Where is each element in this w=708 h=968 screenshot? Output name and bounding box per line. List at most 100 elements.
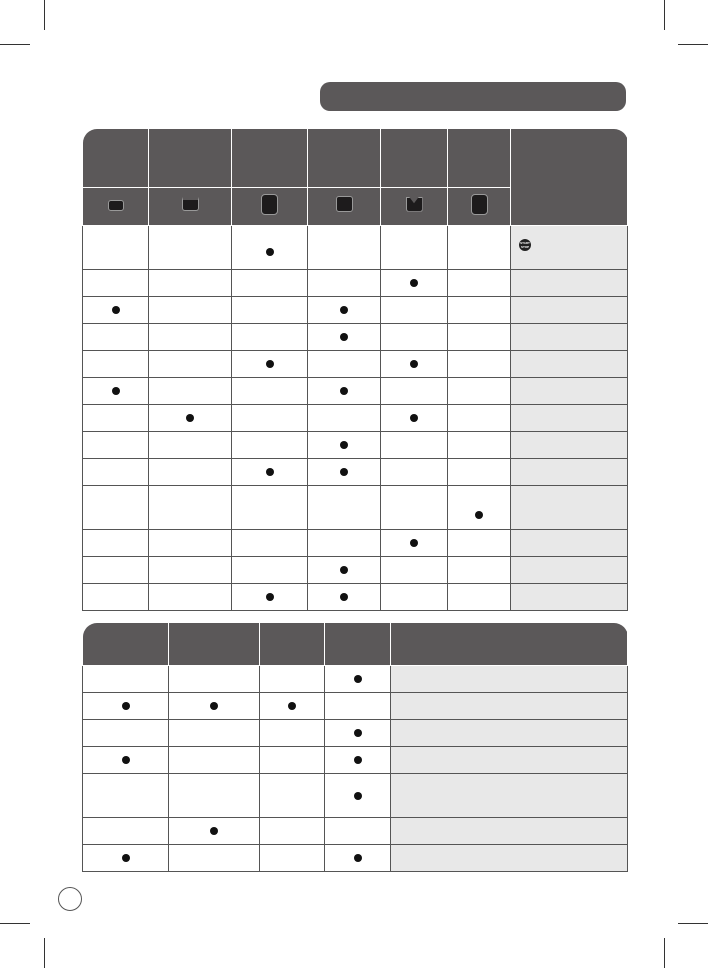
- table-cell: [148, 583, 232, 611]
- header-cell: [510, 128, 628, 226]
- table-cell: [231, 583, 308, 611]
- table-cell: [447, 583, 511, 611]
- table-cell: [324, 773, 391, 818]
- selection-dot-icon: [121, 854, 130, 862]
- note-cell: [390, 817, 628, 845]
- table-row: [82, 529, 628, 557]
- table-cell: [380, 458, 448, 486]
- table-row: [82, 296, 628, 324]
- crop-mark: [0, 44, 30, 45]
- note-cell: [510, 269, 628, 297]
- table-row: [82, 773, 628, 818]
- table-cell: [380, 296, 448, 324]
- table-cell: [259, 692, 325, 720]
- table-cell: [82, 404, 149, 432]
- selection-dot-icon: [265, 593, 274, 601]
- table-cell: [82, 692, 169, 720]
- table-cell: [148, 556, 232, 584]
- table-cell: [380, 323, 448, 351]
- table-cell: [82, 458, 149, 486]
- table-cell: [231, 529, 308, 557]
- table-cell: [148, 377, 232, 405]
- table-row: [82, 665, 628, 693]
- selection-dot-icon: [340, 387, 348, 395]
- selection-dot-icon: [353, 854, 362, 862]
- table-cell: [324, 746, 391, 774]
- table-cell: [168, 746, 260, 774]
- tall-round-container-icon: [447, 187, 511, 226]
- table-cell: [447, 225, 511, 270]
- table-cell: [82, 529, 149, 557]
- table-cell: [447, 404, 511, 432]
- table-cell: [307, 431, 381, 459]
- crop-mark: [44, 938, 45, 968]
- table-cell: [82, 377, 149, 405]
- table-cell: [447, 556, 511, 584]
- note-cell: [510, 323, 628, 351]
- table-cell: [380, 404, 448, 432]
- selection-dot-icon: [410, 414, 418, 422]
- table-cell: [324, 665, 391, 693]
- crop-mark: [678, 923, 708, 924]
- table-cell: [82, 350, 149, 378]
- table-cell: [447, 485, 511, 530]
- table-cell: [380, 485, 448, 530]
- table-cell: [82, 773, 169, 818]
- selection-dot-icon: [340, 333, 348, 341]
- table-cell: [231, 225, 308, 270]
- table-row: [82, 323, 628, 351]
- selection-dot-icon: [340, 306, 348, 314]
- note-cell: [510, 583, 628, 611]
- table-row: [82, 485, 628, 530]
- section-title-bar: [320, 82, 626, 111]
- table-cell: [307, 529, 381, 557]
- square-container-icon: [307, 187, 381, 226]
- selection-dot-icon: [121, 702, 130, 710]
- note-cell: [390, 773, 628, 818]
- table-cell: [168, 719, 260, 747]
- table-cell: [307, 296, 381, 324]
- table-cell: [447, 323, 511, 351]
- table-cell: [231, 296, 308, 324]
- table-cell: [324, 844, 391, 872]
- selection-dot-icon: [410, 360, 418, 368]
- crop-mark: [664, 938, 665, 968]
- table-cell: [307, 225, 381, 270]
- header-cell: [231, 128, 308, 188]
- table-cell: [447, 350, 511, 378]
- table-cell: [168, 665, 260, 693]
- note-cell: [510, 350, 628, 378]
- table-cell: [82, 556, 149, 584]
- table-cell: [380, 350, 448, 378]
- table-row: [82, 458, 628, 486]
- note-cell: [510, 485, 628, 530]
- table-cell: [380, 556, 448, 584]
- crop-mark: [0, 923, 30, 924]
- selection-dot-icon: [265, 360, 274, 368]
- table-row: [82, 692, 628, 720]
- table-cell: [82, 583, 149, 611]
- tall-container-icon: [231, 187, 308, 226]
- table-cell: [231, 485, 308, 530]
- table-row: [82, 377, 628, 405]
- table-cell: [82, 844, 169, 872]
- selection-dot-icon: [210, 827, 218, 835]
- selection-dot-icon: [210, 702, 218, 710]
- table-cell: [231, 556, 308, 584]
- table-cell: [168, 844, 260, 872]
- note-cell: [510, 431, 628, 459]
- selection-dot-icon: [111, 306, 120, 314]
- table-cell: [447, 458, 511, 486]
- header-cell: [82, 128, 149, 188]
- table-cell: [231, 404, 308, 432]
- table-cell: [307, 583, 381, 611]
- table-row: [82, 844, 628, 872]
- selection-dot-icon: [353, 756, 362, 764]
- table-cell: [307, 377, 381, 405]
- note-cell: [510, 556, 628, 584]
- table-cell: [259, 844, 325, 872]
- selection-dot-icon: [353, 791, 362, 800]
- table-row: [82, 404, 628, 432]
- table-cell: [259, 773, 325, 818]
- header-cell: [390, 622, 628, 666]
